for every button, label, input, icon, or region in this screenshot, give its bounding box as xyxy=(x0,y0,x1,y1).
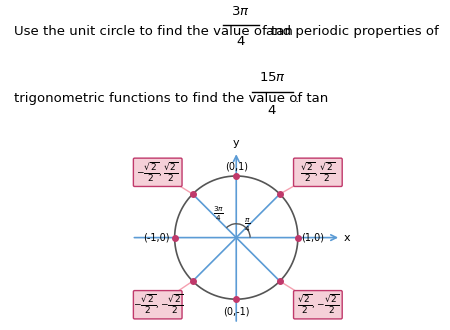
Text: Use the unit circle to find the value of tan: Use the unit circle to find the value of… xyxy=(14,25,292,38)
Text: $\dfrac{\sqrt{2}}{2}$$,$$-\dfrac{\sqrt{2}}{2}$: $\dfrac{\sqrt{2}}{2}$$,$$-\dfrac{\sqrt{2… xyxy=(297,293,339,316)
Text: $-\dfrac{\sqrt{2}}{2}$$,$$-\dfrac{\sqrt{2}}{2}$: $-\dfrac{\sqrt{2}}{2}$$,$$-\dfrac{\sqrt{… xyxy=(133,293,183,316)
Text: y: y xyxy=(233,138,239,148)
Text: (0,-1): (0,-1) xyxy=(223,307,249,316)
Text: $15\pi$: $15\pi$ xyxy=(259,71,286,84)
Text: x: x xyxy=(344,233,351,243)
Text: and periodic properties of: and periodic properties of xyxy=(266,25,438,38)
Text: $\frac{\pi}{4}$: $\frac{\pi}{4}$ xyxy=(244,217,251,234)
FancyBboxPatch shape xyxy=(293,291,342,319)
Text: $\dfrac{\sqrt{2}}{2}$$,$$\dfrac{\sqrt{2}}{2}$: $\dfrac{\sqrt{2}}{2}$$,$$\dfrac{\sqrt{2}… xyxy=(300,161,335,184)
Text: trigonometric functions to find the value of tan: trigonometric functions to find the valu… xyxy=(14,92,328,105)
Text: (-1,0): (-1,0) xyxy=(143,233,170,243)
FancyBboxPatch shape xyxy=(133,158,182,186)
Text: .: . xyxy=(295,92,299,105)
Text: $3\pi$: $3\pi$ xyxy=(231,5,250,17)
Text: $4$: $4$ xyxy=(267,104,277,117)
FancyBboxPatch shape xyxy=(133,291,182,319)
Text: $\frac{3\pi}{4}$: $\frac{3\pi}{4}$ xyxy=(213,205,225,223)
Text: (0,1): (0,1) xyxy=(225,161,248,171)
Text: $-\dfrac{\sqrt{2}}{2}$$,$$\dfrac{\sqrt{2}}{2}$: $-\dfrac{\sqrt{2}}{2}$$,$$\dfrac{\sqrt{2… xyxy=(136,161,179,184)
FancyBboxPatch shape xyxy=(293,158,342,186)
Text: $4$: $4$ xyxy=(236,35,246,48)
Text: (1,0): (1,0) xyxy=(301,233,324,243)
